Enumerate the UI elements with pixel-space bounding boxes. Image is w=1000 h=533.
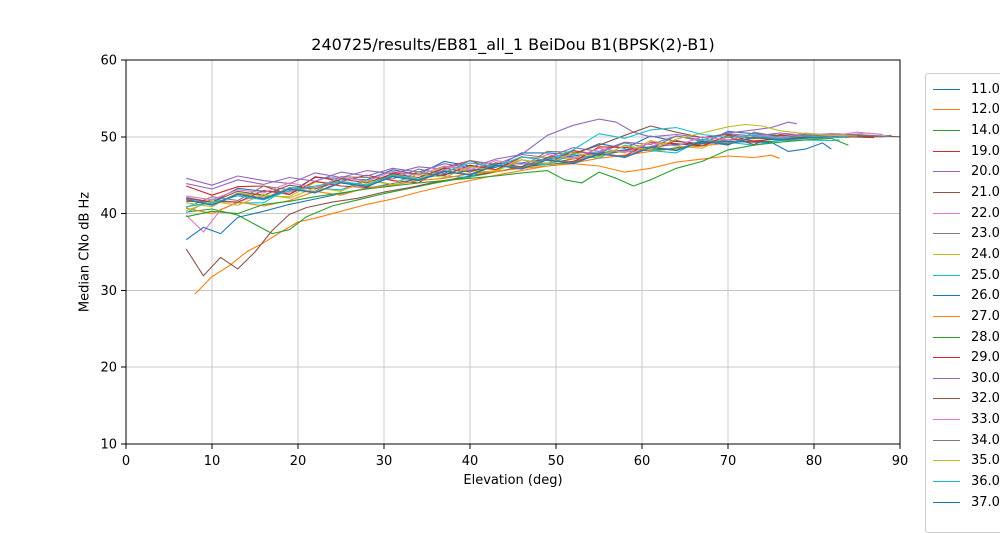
legend-item-label: 27.0	[971, 308, 1000, 324]
series-line-12.0	[194, 136, 849, 295]
legend-line-sample	[933, 171, 960, 173]
legend-item: 23.0	[926, 223, 1000, 244]
series-line-25.0	[185, 138, 840, 214]
legend-item: 19.0	[926, 141, 1000, 162]
x-tick-label: 10	[204, 454, 221, 469]
legend-line-sample	[933, 357, 960, 359]
x-tick-label: 70	[720, 454, 737, 469]
legend: 11.0 12.0 14.0 19.0 20.0 21.0 22.0 23.0 24.0 25.0…	[925, 73, 1000, 533]
legend-line-sample	[933, 192, 960, 194]
series-line-36.0	[186, 127, 849, 208]
legend-item: 35.0	[926, 451, 1000, 472]
series-line-35.0	[186, 123, 858, 212]
y-tick-label: 10	[100, 438, 117, 453]
y-tick-label: 30	[100, 284, 117, 299]
legend-item-label: 11.0	[971, 81, 1000, 97]
legend-item-label: 22.0	[971, 205, 1000, 221]
x-tick-label: 60	[634, 454, 651, 469]
legend-line-sample	[933, 274, 960, 276]
x-tick-label: 50	[548, 454, 565, 469]
legend-item-label: 21.0	[971, 185, 1000, 201]
series-line-37.0	[186, 137, 823, 206]
legend-item-label: 23.0	[971, 226, 1000, 242]
legend-line-sample	[933, 253, 960, 255]
legend-item-label: 35.0	[971, 453, 1000, 469]
y-tick-label: 50	[100, 130, 117, 145]
legend-item: 27.0	[926, 306, 1000, 327]
series-line-34.0	[186, 133, 892, 205]
series-line-33.0	[186, 131, 883, 201]
legend-line-sample	[933, 212, 960, 214]
legend-line-sample	[933, 480, 960, 482]
legend-line-sample	[933, 295, 960, 297]
legend-line-sample	[933, 377, 960, 379]
legend-item-label: 25.0	[971, 267, 1000, 283]
legend-item: 11.0	[926, 79, 1000, 100]
legend-item: 29.0	[926, 347, 1000, 368]
y-tick-label: 20	[100, 361, 117, 376]
legend-item: 32.0	[926, 389, 1000, 410]
legend-item-label: 36.0	[971, 473, 1000, 489]
legend-line-sample	[933, 501, 960, 503]
series-line-28.0	[186, 137, 849, 218]
legend-line-sample	[933, 419, 960, 421]
x-tick-label: 30	[376, 454, 393, 469]
legend-item-label: 29.0	[971, 350, 1000, 366]
legend-item: 28.0	[926, 327, 1000, 348]
x-axis-label: Elevation (deg)	[463, 473, 563, 488]
legend-item-label: 19.0	[971, 143, 1000, 159]
x-tick-label: 80	[806, 454, 823, 469]
legend-item-label: 30.0	[971, 370, 1000, 386]
legend-item: 33.0	[926, 409, 1000, 430]
legend-item-label: 32.0	[971, 391, 1000, 407]
legend-item-label: 33.0	[971, 412, 1000, 428]
legend-item: 21.0	[926, 182, 1000, 203]
legend-line-sample	[933, 336, 960, 338]
legend-item-label: 12.0	[971, 102, 1000, 118]
legend-line-sample	[933, 88, 960, 90]
legend-item: 25.0	[926, 265, 1000, 286]
legend-item: 24.0	[926, 244, 1000, 265]
legend-item: 36.0	[926, 471, 1000, 492]
y-tick-label: 60	[100, 54, 117, 69]
legend-item: 12.0	[926, 100, 1000, 121]
legend-item: 26.0	[926, 285, 1000, 306]
legend-item: 20.0	[926, 162, 1000, 183]
legend-item-label: 34.0	[971, 432, 1000, 448]
series-line-30.0	[186, 118, 858, 190]
series-line-23.0	[185, 131, 892, 209]
legend-item: 30.0	[926, 368, 1000, 389]
legend-line-sample	[933, 130, 960, 132]
legend-item-label: 26.0	[971, 288, 1000, 304]
legend-item-label: 28.0	[971, 329, 1000, 345]
chart-plot-area: 0 10 20 30 40 50 60 70 80 90 10 20 30 40 50 60	[100, 54, 909, 470]
x-tick-label: 90	[892, 454, 909, 469]
x-tick-label: 40	[462, 454, 479, 469]
legend-item-label: 37.0	[971, 494, 1000, 510]
legend-item-label: 20.0	[971, 164, 1000, 180]
legend-line-sample	[933, 233, 960, 235]
legend-item: 37.0	[926, 492, 1000, 513]
x-tick-label: 0	[122, 454, 130, 469]
plot-border	[125, 59, 901, 445]
legend-item-label: 14.0	[971, 123, 1000, 139]
legend-line-sample	[933, 460, 960, 462]
chart-title: 240725/results/EB81_all_1 BeiDou B1(BPSK…	[311, 35, 715, 54]
y-axis-label: Median CNo dB Hz	[77, 191, 93, 313]
y-tick-label: 40	[100, 207, 117, 222]
legend-line-sample	[933, 398, 960, 400]
legend-item: 14.0	[926, 120, 1000, 141]
legend-line-sample	[933, 315, 960, 317]
series-line-27.0	[186, 154, 780, 215]
legend-line-sample	[933, 439, 960, 441]
series-line-26.0	[185, 140, 832, 241]
legend-line-sample	[933, 109, 960, 111]
x-tick-label: 20	[290, 454, 307, 469]
legend-line-sample	[933, 150, 960, 152]
legend-item-label: 24.0	[971, 246, 1000, 262]
legend-item: 34.0	[926, 430, 1000, 451]
legend-item: 22.0	[926, 203, 1000, 224]
